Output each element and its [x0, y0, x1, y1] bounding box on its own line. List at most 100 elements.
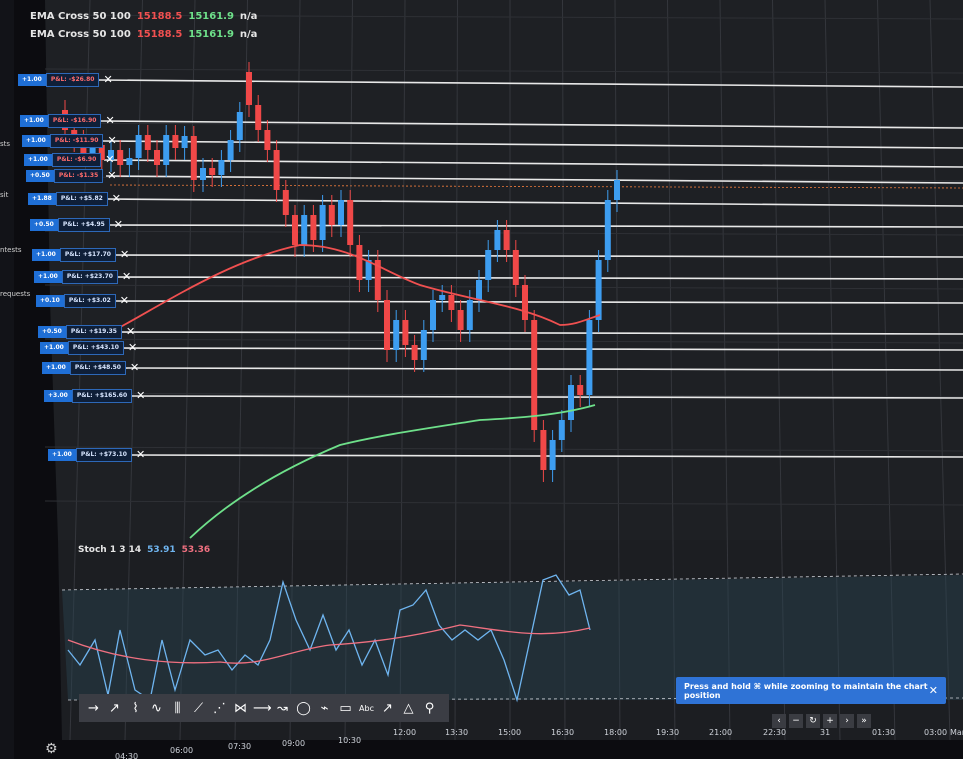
- close-position-icon[interactable]: ✕: [119, 294, 130, 307]
- position-tag[interactable]: +1.00 P&L: +$23.70 ✕: [34, 270, 132, 284]
- close-position-icon[interactable]: ✕: [107, 134, 117, 147]
- candle: [522, 285, 528, 320]
- legend-value-ema50: 15188.5: [136, 11, 183, 22]
- wave-icon[interactable]: ∿: [151, 700, 162, 716]
- candle: [117, 150, 124, 165]
- time-axis-tick: 06:00: [170, 746, 194, 755]
- sidebar-item-label[interactable]: sit: [0, 191, 9, 199]
- close-position-icon[interactable]: ✕: [127, 341, 138, 354]
- reset-zoom-button[interactable]: ↻: [806, 714, 820, 728]
- close-position-icon[interactable]: ✕: [119, 248, 130, 261]
- close-position-icon[interactable]: ✕: [135, 448, 146, 461]
- time-axis-tick: 31: [820, 728, 831, 737]
- close-position-icon[interactable]: ✕: [105, 114, 115, 127]
- position-tag[interactable]: +1.00 P&L: +$48.50 ✕: [42, 361, 140, 375]
- path-icon[interactable]: ↗: [382, 700, 393, 716]
- ruler-icon[interactable]: ⌁: [320, 700, 329, 716]
- candle: [614, 180, 620, 200]
- position-tag[interactable]: +1.00 P&L: -$16.90 ✕: [20, 114, 115, 128]
- candle: [374, 260, 381, 300]
- ema100-line: [189, 404, 596, 539]
- pitchfork-icon[interactable]: ⟋: [193, 700, 204, 716]
- candle: [135, 135, 142, 158]
- sidebar-item-label[interactable]: ntests: [0, 246, 22, 254]
- position-tag[interactable]: +1.00 P&L: -$11.90 ✕: [22, 134, 117, 148]
- time-axis-tick: 16:30: [551, 728, 575, 737]
- close-position-icon[interactable]: ✕: [105, 153, 115, 166]
- position-tag[interactable]: +1.00 P&L: +$43.10 ✕: [40, 341, 138, 355]
- position-tag[interactable]: +1.00 P&L: +$17.70 ✕: [32, 248, 130, 262]
- gann-icon[interactable]: ⋰: [213, 700, 226, 716]
- time-axis-tick: 19:30: [656, 728, 680, 737]
- candle: [420, 330, 427, 360]
- position-line: [119, 347, 963, 351]
- fib-icon[interactable]: ⫼: [174, 700, 181, 716]
- text-icon[interactable]: Abc: [359, 703, 374, 713]
- close-position-icon[interactable]: ✕: [107, 169, 117, 182]
- sidebar-item-label[interactable]: requests: [0, 290, 31, 298]
- candle: [163, 135, 170, 165]
- legend-value-signal: n/a: [239, 29, 258, 40]
- zoom-out-button[interactable]: −: [789, 714, 803, 728]
- sidebar-item-label[interactable]: sts: [0, 140, 11, 148]
- candle: [604, 200, 611, 260]
- position-qty: +1.00: [48, 449, 76, 461]
- position-tag[interactable]: +1.88 P&L: +$5.82 ✕: [28, 192, 122, 206]
- position-tag[interactable]: +0.50 P&L: +$19.35 ✕: [38, 325, 136, 339]
- candle: [255, 105, 262, 130]
- position-qty: +1.00: [18, 74, 46, 86]
- position-line: [97, 79, 963, 88]
- close-position-icon[interactable]: ✕: [136, 389, 146, 402]
- position-tag[interactable]: +1.00 P&L: -$6.90 ✕: [24, 153, 115, 167]
- candle: [108, 150, 114, 160]
- time-axis-tick: 03:00: [924, 728, 948, 737]
- ray-icon[interactable]: ⟶: [253, 700, 272, 716]
- toast-text: Press and hold ⌘ while zooming to mainta…: [684, 681, 928, 700]
- pattern-icon[interactable]: ⋈: [234, 700, 247, 716]
- position-qty: +0.50: [26, 170, 54, 182]
- scroll-left-button[interactable]: ‹: [772, 714, 786, 728]
- circle-icon[interactable]: ◯: [296, 700, 311, 716]
- candle: [246, 72, 252, 105]
- candle: [384, 300, 390, 350]
- position-pnl: P&L: -$6.90: [51, 153, 102, 167]
- position-qty: +1.00: [32, 249, 60, 261]
- time-axis-tick: 01:30: [872, 728, 896, 737]
- triangle-icon[interactable]: △: [403, 700, 414, 716]
- candle: [227, 140, 234, 160]
- scroll-right-button[interactable]: ›: [840, 714, 854, 728]
- scroll-end-button[interactable]: »: [857, 714, 871, 728]
- arrow-icon[interactable]: →: [88, 700, 99, 716]
- position-line: [103, 159, 963, 168]
- close-position-icon[interactable]: ✕: [125, 325, 136, 338]
- position-tag[interactable]: +0.50 P&L: +$4.95 ✕: [30, 218, 124, 232]
- position-tag[interactable]: +1.00 P&L: +$73.10 ✕: [48, 448, 146, 462]
- position-tag[interactable]: +1.00 P&L: -$26.80 ✕: [18, 73, 113, 87]
- close-position-icon[interactable]: ✕: [129, 361, 140, 374]
- position-tag[interactable]: +0.50 P&L: -$1.35 ✕: [26, 169, 117, 183]
- candle: [328, 205, 335, 225]
- close-position-icon[interactable]: ✕: [113, 218, 124, 231]
- brush-icon[interactable]: ↝: [277, 700, 288, 716]
- position-tag[interactable]: +3.00 P&L: +$165.60 ✕: [44, 389, 146, 403]
- close-position-icon[interactable]: ✕: [111, 192, 122, 205]
- zoom-in-button[interactable]: +: [823, 714, 837, 728]
- close-position-icon[interactable]: ✕: [121, 270, 132, 283]
- candle: [512, 250, 519, 285]
- trend-line-icon[interactable]: ↗: [109, 700, 120, 716]
- toast-close-button[interactable]: ✕: [928, 684, 938, 697]
- position-tag[interactable]: +0.10 P&L: +$3.02 ✕: [36, 294, 130, 308]
- candle: [292, 215, 298, 245]
- candle: [98, 145, 105, 160]
- zigzag-icon[interactable]: ⌇: [132, 700, 139, 716]
- candle: [558, 420, 565, 440]
- grid-line: [44, 284, 963, 290]
- candle: [172, 135, 179, 148]
- rectangle-icon[interactable]: ▭: [339, 700, 352, 716]
- candle: [301, 215, 308, 245]
- settings-icon[interactable]: ⚙: [45, 741, 58, 757]
- close-position-icon[interactable]: ✕: [103, 73, 113, 86]
- measure-icon[interactable]: ⚲: [424, 700, 435, 716]
- time-axis-tick: 10:30: [338, 736, 362, 745]
